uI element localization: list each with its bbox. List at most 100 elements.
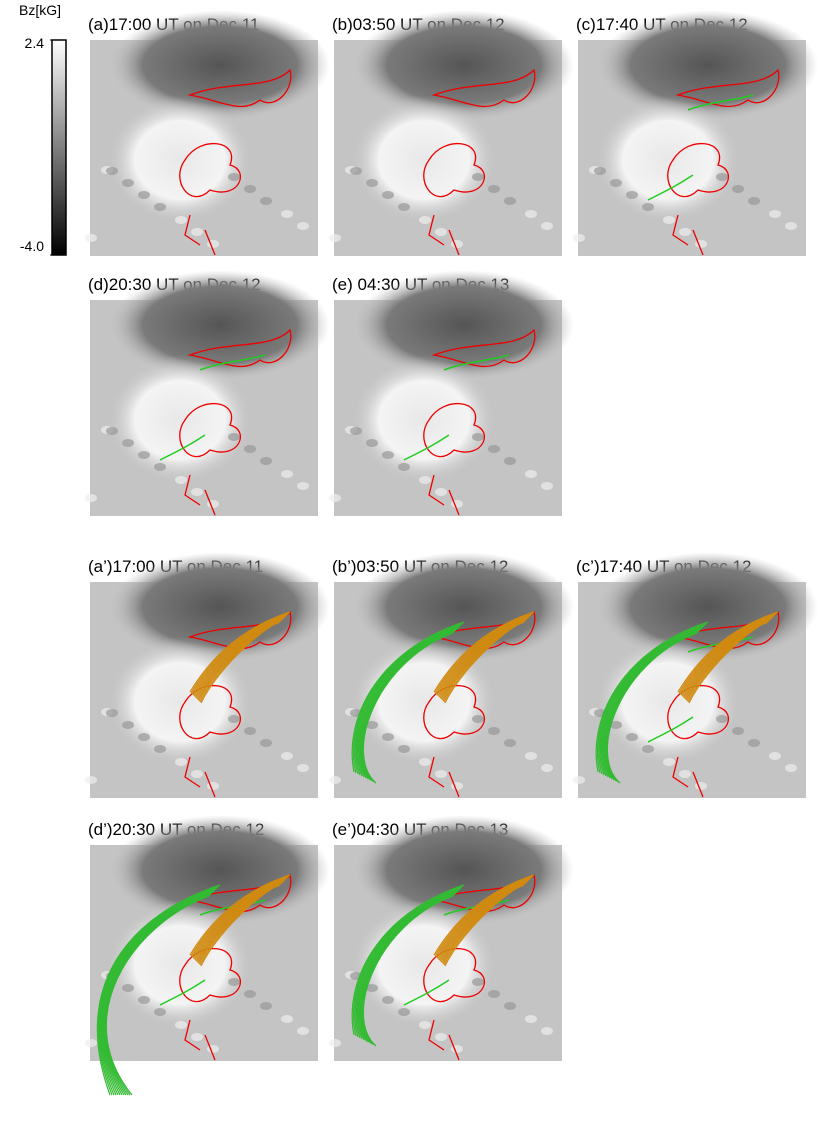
- contour-green: [647, 94, 754, 201]
- contour-red: [184, 214, 216, 256]
- spot: [642, 203, 654, 211]
- flux-rope-orange: [200, 622, 280, 704]
- spot: [260, 739, 272, 747]
- spot: [138, 451, 150, 459]
- spot: [122, 439, 134, 447]
- spot: [785, 222, 797, 230]
- panel: (e’)04:30 UT on Dec.13: [329, 815, 574, 1061]
- flux-rope-green: [362, 632, 454, 784]
- spot: [138, 996, 150, 1004]
- spot: [350, 427, 362, 435]
- colorbar-label: Bz[kG]: [19, 2, 61, 18]
- contour-red: [428, 756, 460, 798]
- flux-rope-orange: [688, 622, 768, 704]
- colorbar-tick-label: 2.4: [25, 35, 45, 51]
- spot: [435, 1033, 447, 1041]
- spot: [297, 1027, 309, 1035]
- spot: [525, 752, 537, 760]
- flux-rope-green: [606, 632, 698, 784]
- spot: [281, 1015, 293, 1023]
- spot: [106, 709, 118, 717]
- spot: [419, 1021, 431, 1029]
- contour-green: [159, 354, 266, 461]
- spot: [106, 427, 118, 435]
- flux-rope-green: [105, 895, 210, 1096]
- panel: (a)17:00 UT on Dec.11: [85, 10, 330, 256]
- spot: [85, 1039, 97, 1047]
- spot: [228, 173, 240, 181]
- spot: [228, 978, 240, 986]
- flux-rope-orange: [444, 885, 524, 967]
- spot: [541, 764, 553, 772]
- spot: [260, 457, 272, 465]
- spot: [154, 1008, 166, 1016]
- spot: [642, 745, 654, 753]
- negative-polarity: [598, 10, 818, 120]
- spot: [228, 715, 240, 723]
- spot: [154, 203, 166, 211]
- positive-polarity: [105, 95, 255, 225]
- spot: [191, 770, 203, 778]
- spot: [175, 1021, 187, 1029]
- flux-rope-orange: [200, 885, 280, 967]
- spot: [85, 776, 97, 784]
- spot: [748, 197, 760, 205]
- spot: [191, 1033, 203, 1041]
- spot: [769, 752, 781, 760]
- contour-red: [179, 328, 292, 458]
- negative-polarity: [110, 552, 330, 662]
- spot: [382, 191, 394, 199]
- positive-polarity: [349, 355, 499, 485]
- negative-polarity: [354, 270, 574, 380]
- spot: [297, 764, 309, 772]
- spot: [419, 476, 431, 484]
- spot: [154, 745, 166, 753]
- spot: [382, 451, 394, 459]
- contour-red: [672, 214, 704, 256]
- contour-red: [428, 214, 460, 256]
- spot: [504, 1002, 516, 1010]
- spot: [732, 727, 744, 735]
- panel: (c’)17:40 UT on Dec.12: [573, 552, 818, 798]
- positive-polarity: [105, 355, 255, 485]
- spot: [525, 1015, 537, 1023]
- spot: [573, 234, 585, 242]
- spot: [472, 173, 484, 181]
- negative-polarity: [110, 10, 330, 120]
- contour-red: [423, 328, 536, 458]
- flux-rope-green: [362, 895, 454, 1047]
- contour-red: [184, 1019, 216, 1061]
- spot: [748, 739, 760, 747]
- spot: [138, 191, 150, 199]
- spot: [281, 752, 293, 760]
- spot: [175, 476, 187, 484]
- spot: [785, 764, 797, 772]
- spot: [85, 494, 97, 502]
- spot: [366, 439, 378, 447]
- panel: (e) 04:30 UT on Dec.13: [329, 270, 574, 516]
- positive-polarity: [593, 95, 743, 225]
- spot: [435, 488, 447, 496]
- spot: [504, 197, 516, 205]
- spot: [329, 776, 341, 784]
- contour-red: [423, 68, 536, 198]
- spot: [679, 770, 691, 778]
- panel: (b’)03:50 UT on Dec.12: [329, 552, 574, 798]
- spot: [488, 445, 500, 453]
- negative-polarity: [354, 552, 574, 662]
- spot: [525, 210, 537, 218]
- spot: [122, 984, 134, 992]
- panel: (b)03:50 UT on Dec.12: [329, 10, 574, 256]
- spot: [329, 1039, 341, 1047]
- spot: [398, 203, 410, 211]
- spot: [525, 470, 537, 478]
- spot: [488, 185, 500, 193]
- spot: [472, 715, 484, 723]
- panel: (d’)20:30 UT on Dec.12: [85, 815, 330, 1096]
- spot: [435, 228, 447, 236]
- positive-polarity: [349, 95, 499, 225]
- spot: [106, 167, 118, 175]
- contour-green: [403, 354, 510, 461]
- spot: [244, 990, 256, 998]
